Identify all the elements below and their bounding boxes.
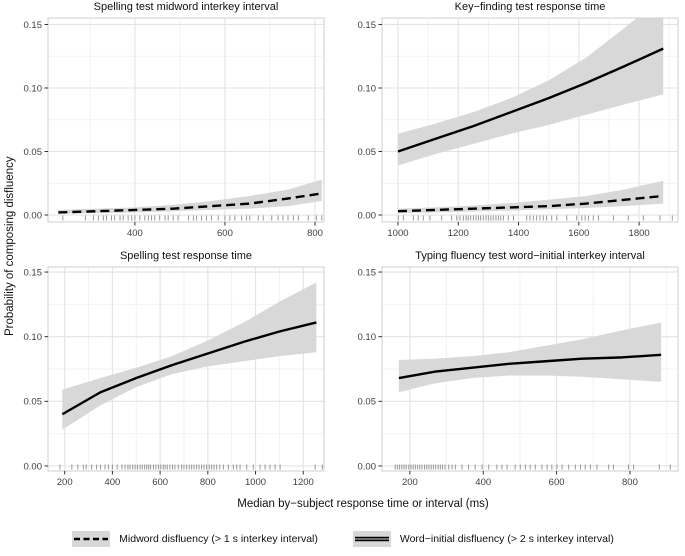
panel-border bbox=[47, 17, 325, 223]
x-tick-label: 1000 bbox=[387, 228, 408, 239]
panel-key-finding-rt: 1000 1200 1400 1600 1800 0.00 0.05 0.10 0.15 bbox=[358, 17, 679, 239]
midword-disfluency-confidence-band bbox=[397, 180, 664, 214]
axis-ticks-and-labels: 200 400 600 800 1000 1200 0.00 0.05 0.10 0.15 bbox=[24, 267, 314, 488]
legend-item-word-initial: Word−initial disfluency (> 2 s interkey … bbox=[352, 530, 614, 548]
x-tick-label: 1200 bbox=[448, 228, 469, 239]
legend-label-midword: Midword disfluency (> 1 s interkey inter… bbox=[119, 533, 318, 545]
y-tick-label: 0.10 bbox=[24, 83, 43, 94]
y-tick-label: 0.05 bbox=[358, 147, 377, 158]
y-tick-label: 0.10 bbox=[24, 332, 43, 343]
axis-ticks-and-labels: 200 400 600 800 0.00 0.05 0.10 0.15 bbox=[358, 267, 638, 488]
panel-border bbox=[47, 266, 325, 472]
y-tick-label: 0.10 bbox=[358, 332, 377, 343]
y-tick-label: 0.00 bbox=[358, 210, 377, 221]
y-tick-label: 0.00 bbox=[24, 461, 43, 472]
midword-disfluency-line bbox=[397, 194, 664, 213]
word-initial-disfluency-line bbox=[398, 353, 662, 380]
gridlines bbox=[48, 18, 324, 222]
x-tick-label: 200 bbox=[402, 477, 418, 488]
y-tick-label: 0.15 bbox=[24, 20, 43, 31]
legend-label-word-initial: Word−initial disfluency (> 2 s interkey … bbox=[399, 533, 614, 545]
y-tick-label: 0.05 bbox=[24, 397, 43, 408]
panel-spelling-rt: 200 400 600 800 1000 1200 0.00 0.05 0.10 0.15 bbox=[24, 266, 325, 488]
x-tick-label: 400 bbox=[104, 477, 120, 488]
y-tick-label: 0.15 bbox=[358, 267, 377, 278]
y-tick-label: 0.10 bbox=[358, 83, 377, 94]
x-tick-label: 1400 bbox=[508, 228, 529, 239]
x-tick-label: 1200 bbox=[293, 477, 314, 488]
word-initial-disfluency-line bbox=[61, 321, 317, 416]
rug-marks bbox=[397, 215, 673, 221]
panel-border bbox=[381, 266, 679, 472]
midword-disfluency-confidence-band bbox=[58, 179, 322, 214]
rug-marks bbox=[59, 464, 323, 470]
panel-spelling-midword-interval: 400 600 800 0.00 0.05 0.10 0.15 bbox=[24, 17, 325, 239]
plot-canvas: 400 600 800 0.00 0.05 0.10 0.15 1000 1200 1400 160… bbox=[24, 17, 679, 488]
y-tick-label: 0.00 bbox=[358, 461, 377, 472]
y-tick-label: 0.15 bbox=[358, 20, 377, 31]
y-tick-label: 0.00 bbox=[24, 210, 43, 221]
rug-marks bbox=[62, 215, 323, 221]
word-initial-disfluency-confidence-band bbox=[398, 322, 662, 393]
y-tick-label: 0.05 bbox=[24, 147, 43, 158]
word-initial-disfluency-line bbox=[397, 47, 664, 153]
x-tick-label: 1600 bbox=[568, 228, 589, 239]
gridlines bbox=[48, 267, 324, 471]
legend-item-midword: Midword disfluency (> 1 s interkey inter… bbox=[71, 530, 318, 548]
x-tick-label: 400 bbox=[475, 477, 491, 488]
x-tick-label: 600 bbox=[549, 477, 565, 488]
x-tick-label: 800 bbox=[622, 477, 638, 488]
y-tick-label: 0.15 bbox=[24, 267, 43, 278]
axis-ticks-and-labels: 400 600 800 0.00 0.05 0.10 0.15 bbox=[24, 20, 323, 239]
panel-typing-fluency-word-initial-interval: 200 400 600 800 0.00 0.05 0.10 0.15 bbox=[358, 266, 679, 488]
word-initial-disfluency-confidence-band bbox=[62, 282, 317, 430]
y-tick-label: 0.05 bbox=[358, 397, 377, 408]
x-tick-label: 800 bbox=[307, 228, 323, 239]
y-axis-label: Probability of composing disfluency bbox=[4, 156, 16, 336]
panel-title-typing-fluency-interval: Typing fluency test word−initial interke… bbox=[415, 250, 645, 262]
x-tick-label: 1000 bbox=[245, 477, 266, 488]
x-tick-label: 600 bbox=[217, 228, 233, 239]
dashed-line-key-icon bbox=[72, 531, 111, 547]
x-tick-label: 600 bbox=[152, 477, 168, 488]
midword-disfluency-line bbox=[58, 192, 322, 214]
solid-line-key-icon bbox=[352, 531, 391, 547]
axis-ticks-and-labels: 1000 1200 1400 1600 1800 0.00 0.05 0.10 0.15 bbox=[358, 20, 650, 239]
legend: Midword disfluency (> 1 s interkey inter… bbox=[0, 526, 685, 552]
x-tick-label: 1800 bbox=[629, 228, 650, 239]
panel-title-key-finding-rt: Key−finding test response time bbox=[454, 1, 606, 13]
x-tick-label: 800 bbox=[200, 477, 216, 488]
x-axis-label: Median by−subject response time or inter… bbox=[237, 498, 489, 510]
rug-marks bbox=[394, 464, 671, 470]
x-tick-label: 200 bbox=[57, 477, 73, 488]
panel-title-spelling-rt: Spelling test response time bbox=[119, 250, 253, 262]
x-tick-label: 400 bbox=[127, 228, 143, 239]
panel-border bbox=[381, 17, 679, 223]
panel-title-spelling-midword-interval: Spelling test midword interkey interval bbox=[93, 1, 279, 13]
